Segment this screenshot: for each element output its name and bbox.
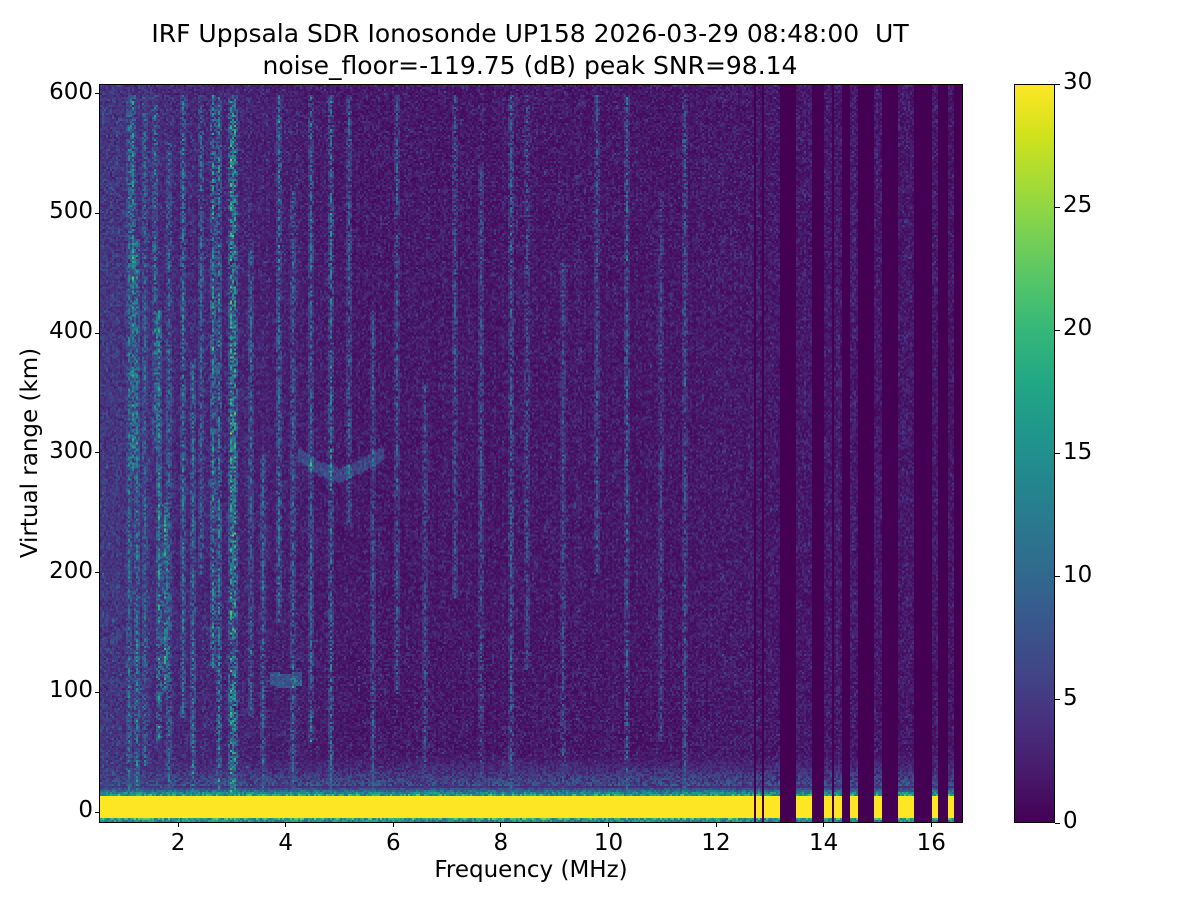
colorbar-tick-20 [1055,329,1060,331]
y-tick-300 [95,452,99,454]
x-tick-6 [392,823,394,827]
x-tick-label-12: 12 [701,830,731,856]
colorbar-tick-25 [1055,206,1060,208]
x-tick-14 [823,823,825,827]
y-tick-label-500: 500 [49,198,93,225]
colorbar-tick-15 [1055,453,1060,455]
colorbar-tick-30 [1055,83,1060,85]
y-tick-label-300: 300 [49,437,93,464]
title-line-1: IRF Uppsala SDR Ionosonde UP158 2026-03-… [151,19,909,48]
figure-title: IRF Uppsala SDR Ionosonde UP158 2026-03-… [0,18,1060,82]
x-tick-label-16: 16 [916,830,946,856]
y-axis-label: Virtual range (km) [17,347,43,559]
x-tick-8 [500,823,502,827]
y-tick-100 [95,691,99,694]
colorbar-gradient [1015,85,1054,822]
x-tick-4 [285,823,287,827]
colorbar-tick-5 [1055,699,1060,701]
y-tick-200 [95,572,99,574]
x-tick-label-6: 6 [385,830,401,856]
colorbar[interactable] [1014,84,1055,823]
x-tick-16 [930,823,932,827]
colorbar-tick-10 [1055,576,1060,578]
ionogram-heatmap [100,85,962,822]
colorbar-tick-label-30: 30 [1063,69,1093,95]
x-tick-label-14: 14 [809,830,839,856]
y-tick-label-0: 0 [78,797,93,824]
x-tick-12 [715,823,717,827]
x-tick-label-8: 8 [493,830,509,856]
colorbar-tick-label-15: 15 [1063,438,1093,465]
colorbar-tick-label-10: 10 [1063,561,1093,588]
x-tick-label-10: 10 [593,830,624,856]
y-tick-600 [95,93,99,95]
x-tick-10 [607,823,610,827]
ionogram-plot-area[interactable] [99,84,963,823]
colorbar-tick-label-20: 20 [1063,315,1093,342]
y-tick-400 [95,332,99,334]
x-tick-2 [177,823,179,827]
y-tick-0 [95,811,99,813]
colorbar-tick-label-25: 25 [1063,192,1093,219]
colorbar-tick-0 [1055,822,1060,824]
colorbar-tick-label-0: 0 [1063,808,1078,834]
y-tick-label-200: 200 [49,557,93,584]
y-tick-label-400: 400 [49,318,93,345]
y-tick-500 [95,212,99,214]
y-tick-label-600: 600 [49,78,93,105]
x-axis-label: Frequency (MHz) [434,857,628,883]
x-tick-label-2: 2 [170,830,186,856]
x-tick-label-4: 4 [278,830,293,856]
colorbar-tick-label-5: 5 [1063,684,1078,711]
title-line-2: noise_floor=-119.75 (dB) peak SNR=98.14 [262,51,798,80]
y-tick-label-100: 100 [49,677,93,704]
